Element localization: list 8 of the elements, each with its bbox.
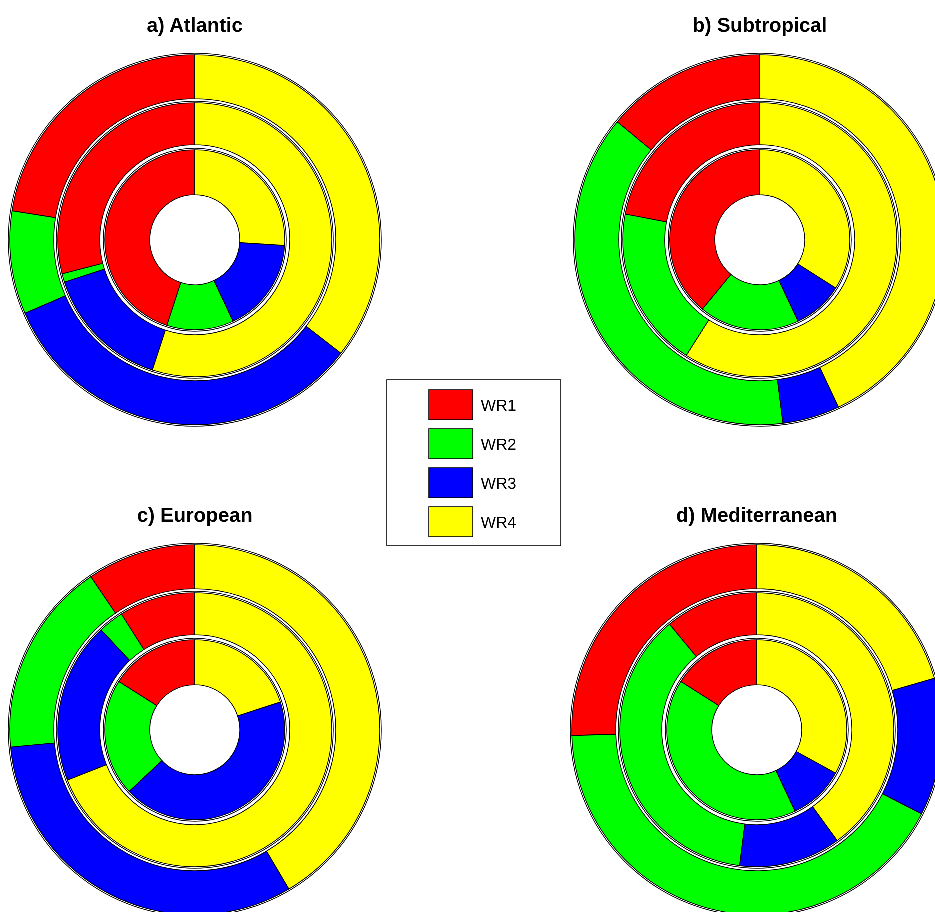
legend-label: WR4: [481, 515, 517, 532]
legend-label: WR3: [481, 476, 517, 493]
legend-label: WR2: [481, 437, 517, 454]
legend-label: WR1: [481, 398, 517, 415]
chart-title: a) Atlantic: [147, 15, 243, 37]
chart-title: d) Mediterranean: [676, 505, 838, 527]
chart-title: c) European: [137, 505, 253, 527]
chart-title: b) Subtropical: [692, 15, 828, 37]
